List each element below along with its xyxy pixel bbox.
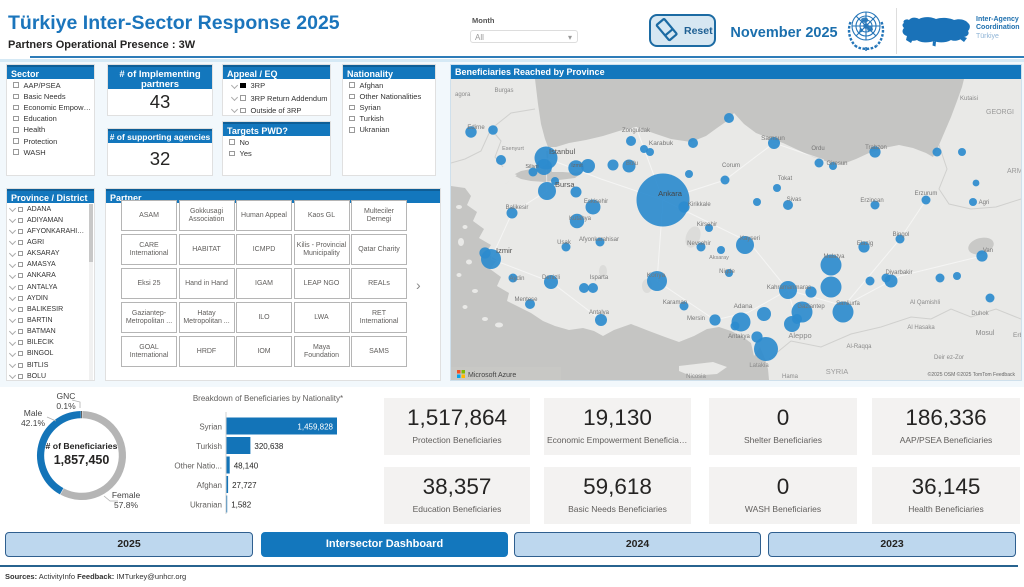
svg-text:Konya: Konya <box>647 272 666 279</box>
svg-text:42.1%: 42.1% <box>21 418 46 428</box>
svg-text:Kirsehir: Kirsehir <box>697 222 717 228</box>
svg-text:Tokat: Tokat <box>778 176 793 182</box>
svg-text:SYRIA: SYRIA <box>826 367 849 376</box>
svg-text:27,727: 27,727 <box>232 481 257 490</box>
svg-text:Mosul: Mosul <box>976 330 995 337</box>
svg-text:Isparta: Isparta <box>590 275 609 281</box>
svg-text:ARM: ARM <box>1007 168 1021 175</box>
svg-text:Esenyurt: Esenyurt <box>502 146 524 152</box>
svg-text:Edirne: Edirne <box>467 125 485 131</box>
svg-text:Nevsehir: Nevsehir <box>687 241 711 247</box>
svg-text:Van: Van <box>983 248 993 254</box>
svg-text:Al Hasaka: Al Hasaka <box>907 325 935 331</box>
svg-text:Corum: Corum <box>722 163 740 169</box>
svg-text:Erzincan: Erzincan <box>860 198 883 204</box>
svg-text:Izmit: Izmit <box>571 163 583 169</box>
svg-text:Erzurum: Erzurum <box>915 191 938 197</box>
svg-text:# of Beneficiaries: # of Beneficiaries <box>46 441 118 451</box>
svg-text:Ordu: Ordu <box>811 146 824 152</box>
svg-text:Samsun: Samsun <box>761 135 785 142</box>
svg-text:1,459,828: 1,459,828 <box>297 423 333 432</box>
svg-text:320,638: 320,638 <box>254 442 283 451</box>
svg-text:Kahramanmaras: Kahramanmaras <box>767 285 811 291</box>
svg-text:Deir ez-Zor: Deir ez-Zor <box>934 355 964 361</box>
svg-text:Aydin: Aydin <box>510 276 525 282</box>
svg-text:GEORGI: GEORGI <box>986 109 1014 116</box>
svg-text:Aksaray: Aksaray <box>709 255 729 261</box>
svg-text:Trabzon: Trabzon <box>865 145 887 151</box>
svg-text:Antalya: Antalya <box>589 310 610 316</box>
svg-text:Antakya: Antakya <box>728 334 750 340</box>
svg-text:Microsoft Azure: Microsoft Azure <box>468 372 516 379</box>
svg-text:Eskisehir: Eskisehir <box>584 199 608 205</box>
svg-text:Latakia: Latakia <box>749 363 769 369</box>
svg-text:Usak: Usak <box>557 240 572 246</box>
svg-text:Denizli: Denizli <box>542 275 560 281</box>
svg-text:Bingol: Bingol <box>893 232 910 238</box>
svg-text:Adana: Adana <box>734 303 753 310</box>
svg-text:Nigde: Nigde <box>719 269 735 275</box>
svg-text:Ankara: Ankara <box>658 189 683 198</box>
svg-text:Al-Raqqa: Al-Raqqa <box>846 344 872 350</box>
svg-text:Syrian: Syrian <box>199 423 222 432</box>
svg-text:Giresun: Giresun <box>826 161 847 167</box>
svg-text:Bolu: Bolu <box>626 161 638 167</box>
svg-text:Turkish: Turkish <box>196 442 222 451</box>
svg-text:Kutahya: Kutahya <box>569 216 592 222</box>
svg-text:Karaman: Karaman <box>663 300 687 306</box>
svg-text:Silivri: Silivri <box>525 164 538 170</box>
svg-text:Erbil: Erbil <box>1013 332 1021 339</box>
svg-text:0.1%: 0.1% <box>56 401 76 411</box>
svg-text:Afyonkarahisar: Afyonkarahisar <box>579 237 619 243</box>
svg-text:Malatya: Malatya <box>823 254 845 260</box>
svg-text:Al Qamishli: Al Qamishli <box>910 300 940 306</box>
svg-text:agora: agora <box>455 92 471 98</box>
svg-text:Kayseri: Kayseri <box>740 236 760 242</box>
svg-text:Kutaisi: Kutaisi <box>960 96 978 102</box>
svg-text:Gaziantep: Gaziantep <box>797 304 825 310</box>
svg-text:Sanliurfa: Sanliurfa <box>836 301 860 307</box>
svg-text:1,582: 1,582 <box>231 501 252 510</box>
svg-text:Elazig: Elazig <box>857 241 873 247</box>
svg-text:Kirikkale: Kirikkale <box>688 202 711 208</box>
svg-text:48,140: 48,140 <box>234 462 259 471</box>
svg-text:Aleppo: Aleppo <box>788 331 811 340</box>
svg-text:Balikesir: Balikesir <box>506 205 529 211</box>
svg-text:Male: Male <box>24 408 43 418</box>
svg-text:Hama: Hama <box>782 374 799 380</box>
svg-text:Diyarbakir: Diyarbakir <box>885 270 912 276</box>
svg-text:©2025 OSM ©2025 TomTom Feedbac: ©2025 OSM ©2025 TomTom Feedback <box>928 371 1016 378</box>
svg-text:Nicosia: Nicosia <box>686 374 706 380</box>
svg-text:GNC: GNC <box>57 391 76 401</box>
svg-text:Mersin: Mersin <box>687 316 705 322</box>
svg-text:Afghan: Afghan <box>197 481 222 490</box>
svg-text:57.8%: 57.8% <box>114 500 139 510</box>
svg-text:Agri: Agri <box>979 200 990 206</box>
svg-text:Female: Female <box>112 490 141 500</box>
svg-text:1,857,450: 1,857,450 <box>54 453 110 467</box>
svg-text:Burgas: Burgas <box>494 88 513 94</box>
svg-text:Bursa: Bursa <box>555 180 575 189</box>
svg-text:Ukranian: Ukranian <box>190 501 222 510</box>
svg-text:Duhok: Duhok <box>971 311 989 317</box>
svg-text:Sivas: Sivas <box>787 197 802 203</box>
svg-text:Karabuk: Karabuk <box>649 140 674 147</box>
svg-text:Izmir: Izmir <box>496 246 513 255</box>
svg-text:Istanbul: Istanbul <box>549 147 576 156</box>
svg-text:Breakdown of Beneficiaries by: Breakdown of Beneficiaries by Nationalit… <box>193 394 343 403</box>
svg-text:Zonguldak: Zonguldak <box>622 128 651 134</box>
svg-text:Mentese: Mentese <box>514 297 538 303</box>
svg-text:Other Natio...: Other Natio... <box>174 462 222 471</box>
